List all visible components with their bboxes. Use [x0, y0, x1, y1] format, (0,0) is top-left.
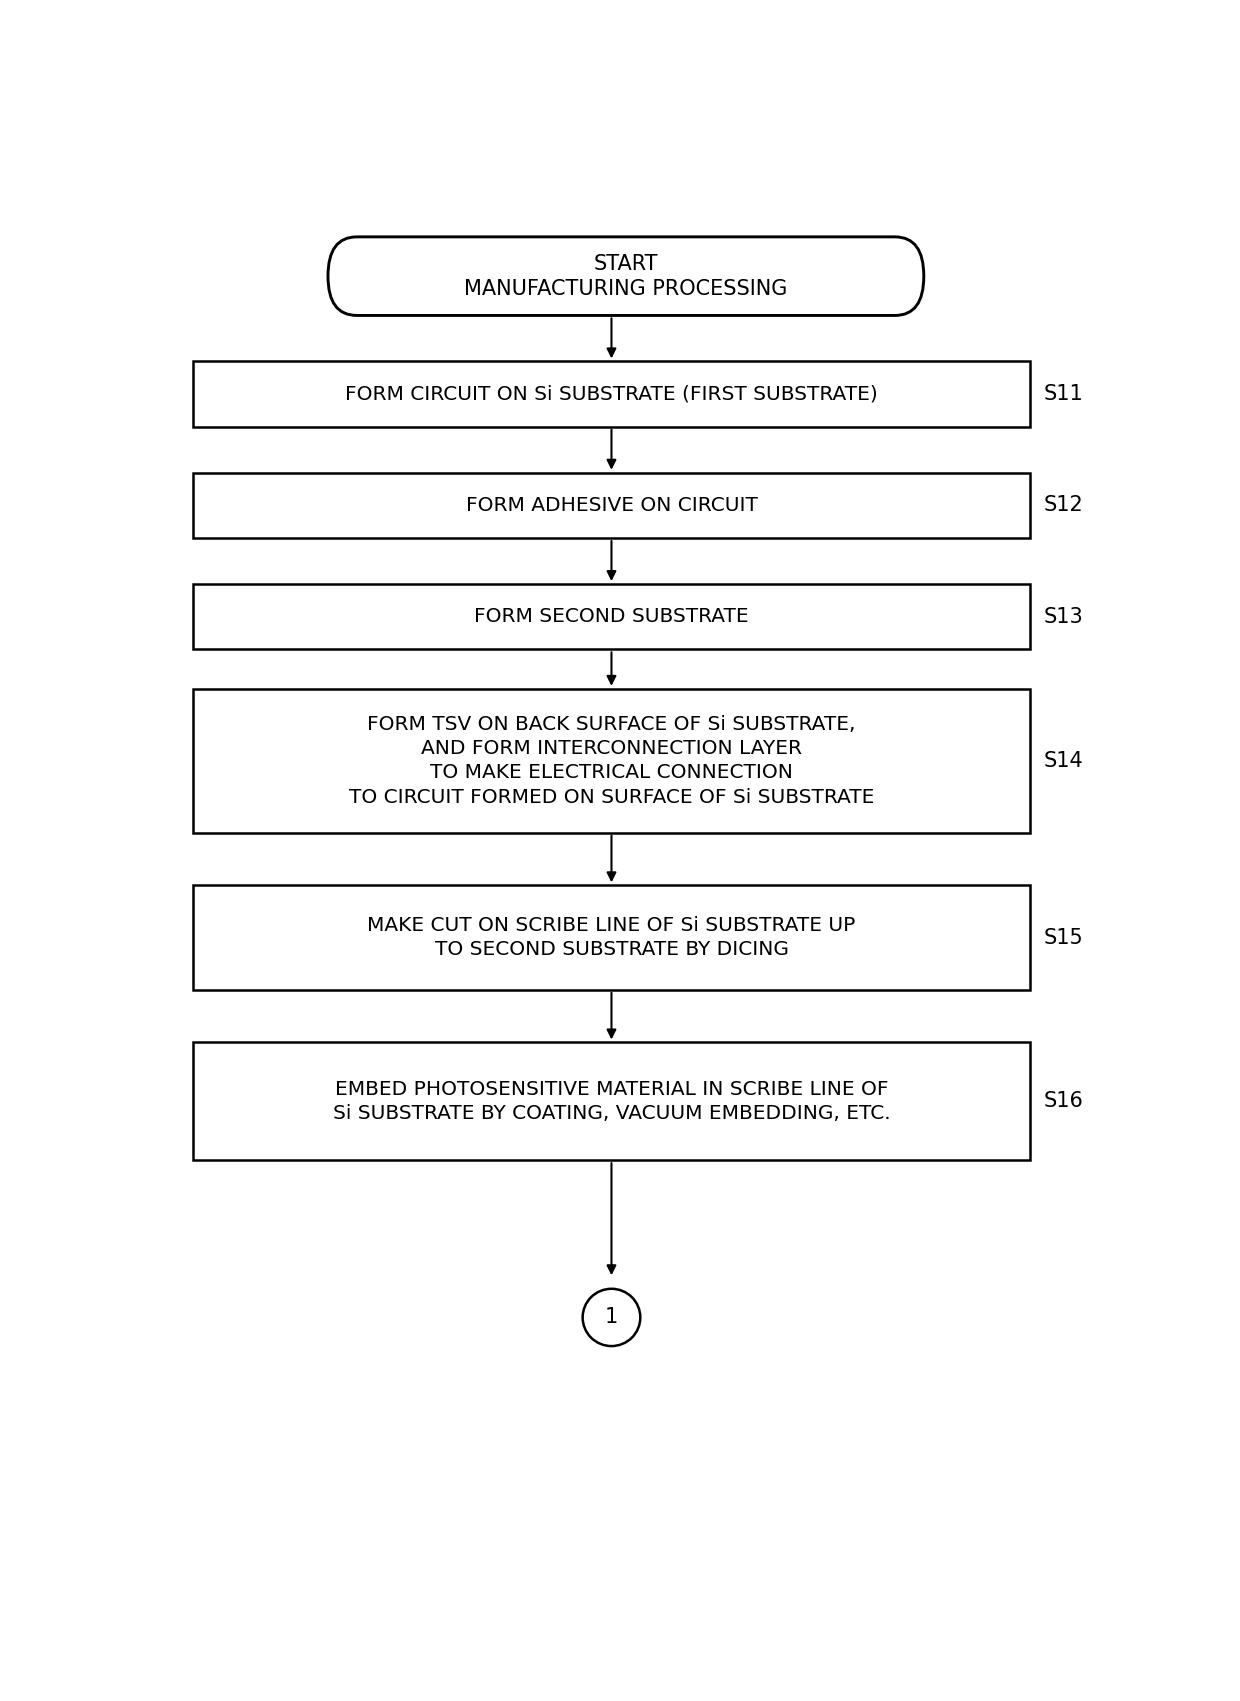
Bar	[193, 361, 1029, 427]
Text: START
MANUFACTURING PROCESSING: START MANUFACTURING PROCESSING	[464, 253, 787, 299]
Bar	[193, 473, 1029, 538]
Bar	[193, 583, 1029, 650]
Text: S13: S13	[1044, 607, 1084, 626]
Text: FORM ADHESIVE ON CIRCUIT: FORM ADHESIVE ON CIRCUIT	[465, 497, 758, 515]
Text: FORM SECOND SUBSTRATE: FORM SECOND SUBSTRATE	[474, 607, 749, 626]
Text: S12: S12	[1044, 495, 1084, 515]
Text: S14: S14	[1044, 750, 1084, 771]
Text: FORM TSV ON BACK SURFACE OF Si SUBSTRATE,
AND FORM INTERCONNECTION LAYER
TO MAKE: FORM TSV ON BACK SURFACE OF Si SUBSTRATE…	[348, 714, 874, 806]
Text: S15: S15	[1044, 927, 1084, 947]
Ellipse shape	[583, 1289, 640, 1345]
Text: S11: S11	[1044, 384, 1084, 405]
Bar	[193, 885, 1029, 990]
Bar	[193, 689, 1029, 833]
Text: S16: S16	[1044, 1092, 1084, 1111]
Text: 1: 1	[605, 1308, 618, 1327]
FancyBboxPatch shape	[327, 236, 924, 315]
Bar	[193, 1043, 1029, 1160]
Text: EMBED PHOTOSENSITIVE MATERIAL IN SCRIBE LINE OF
Si SUBSTRATE BY COATING, VACUUM : EMBED PHOTOSENSITIVE MATERIAL IN SCRIBE …	[332, 1080, 890, 1123]
Text: FORM CIRCUIT ON Si SUBSTRATE (FIRST SUBSTRATE): FORM CIRCUIT ON Si SUBSTRATE (FIRST SUBS…	[345, 384, 878, 403]
Text: MAKE CUT ON SCRIBE LINE OF Si SUBSTRATE UP
TO SECOND SUBSTRATE BY DICING: MAKE CUT ON SCRIBE LINE OF Si SUBSTRATE …	[367, 915, 856, 959]
